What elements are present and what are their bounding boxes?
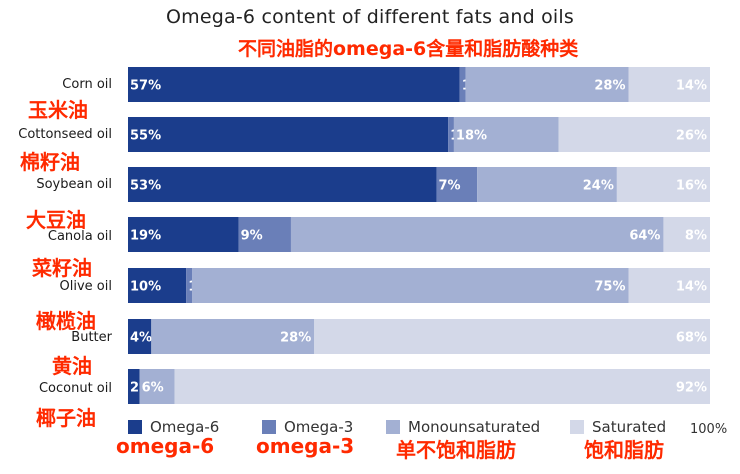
data-label-canola-oil-saturated: 8%: [685, 229, 707, 244]
bar-soybean-oil-monounsaturated: [477, 167, 617, 202]
data-label-canola-oil-monounsaturated: 64%: [629, 229, 660, 244]
data-label-olive-oil-saturated: 14%: [676, 280, 707, 295]
data-label-butter-omega-6: 4%: [130, 331, 152, 346]
cn-legend-omega6: omega-6: [116, 434, 215, 458]
data-label-olive-oil-monounsaturated: 75%: [594, 280, 625, 295]
row-label-soybean-oil: Soybean oil: [36, 177, 112, 192]
row-label-canola-oil: Canola oil: [47, 229, 112, 244]
legend-swatch-saturated: [570, 420, 584, 434]
chart-title: Omega-6 content of different fats and oi…: [166, 6, 574, 28]
cn-label-corn-oil: 玉米油: [28, 98, 88, 122]
bar-cottonseed-oil-omega-3: [448, 117, 454, 152]
bar-corn-oil-monounsaturated: [465, 67, 629, 102]
bar-cottonseed-oil-monounsaturated: [453, 117, 559, 152]
row-label-cottonseed-oil: Cottonseed oil: [18, 127, 112, 142]
cn-label-soybean-oil: 大豆油: [26, 208, 86, 232]
cn-legend-saturated: 饱和脂肪: [584, 438, 664, 462]
legend-swatch-monounsaturated: [386, 420, 400, 434]
data-label-cottonseed-oil-monounsaturated: 18%: [456, 129, 487, 144]
data-label-corn-oil-saturated: 14%: [676, 79, 707, 94]
cn-label-coconut-oil: 椰子油: [36, 406, 96, 430]
legend-swatch-omega3: [262, 420, 276, 434]
axis-end-label: 100%: [690, 422, 728, 437]
row-label-olive-oil: Olive oil: [59, 279, 112, 294]
legend-item-omega6: Omega-6: [128, 418, 219, 436]
legend-label-omega6: Omega-6: [150, 418, 220, 436]
data-label-olive-oil-omega-6: 10%: [130, 280, 161, 295]
legend-label-omega3: Omega-3: [284, 418, 354, 436]
legend-item-omega3: Omega-3: [262, 418, 353, 436]
bar-corn-oil-saturated: [628, 67, 710, 102]
bar-canola-oil-monounsaturated: [290, 217, 664, 252]
bar-corn-oil-omega-3: [459, 67, 466, 102]
row-label-coconut-oil: Coconut oil: [38, 381, 112, 396]
bar-coconut-oil-omega-6: [128, 369, 140, 404]
cn-label-cottonseed-oil: 棉籽油: [20, 150, 80, 174]
row-label-corn-oil: Corn oil: [62, 77, 112, 92]
bar-canola-oil-omega-3: [238, 217, 291, 252]
bar-cottonseed-oil-saturated: [558, 117, 710, 152]
data-label-soybean-oil-omega-6: 53%: [130, 179, 161, 194]
bar-canola-oil-saturated: [663, 217, 710, 252]
bar-olive-oil-monounsaturated: [192, 268, 629, 303]
data-label-soybean-oil-omega-3: 7%: [438, 179, 460, 194]
legend-item-monounsaturated: Monounsaturated: [386, 418, 540, 436]
bar-butter-saturated: [314, 319, 710, 354]
bar-corn-oil-omega-6: [128, 67, 460, 102]
legend-label-saturated: Saturated: [592, 418, 667, 436]
legend-swatch-omega6: [128, 420, 142, 434]
row-label-butter: Butter: [71, 330, 112, 345]
data-label-cottonseed-oil-omega-6: 55%: [130, 129, 161, 144]
bar-coconut-oil-monounsaturated: [139, 369, 175, 404]
chinese-title-annotation: 不同油脂的omega-6含量和脂肪酸种类: [238, 38, 579, 60]
cn-legend-monounsaturated: 单不饱和脂肪: [396, 438, 516, 462]
bar-cottonseed-oil-omega-6: [128, 117, 449, 152]
cn-label-canola-oil: 菜籽油: [32, 256, 92, 280]
data-label-soybean-oil-saturated: 16%: [676, 179, 707, 194]
bar-coconut-oil-saturated: [174, 369, 710, 404]
bar-soybean-oil-saturated: [616, 167, 710, 202]
data-label-coconut-oil-saturated: 92%: [676, 381, 707, 396]
bar-olive-oil-omega-6: [128, 268, 187, 303]
legend-item-saturated: Saturated: [570, 418, 666, 436]
data-label-soybean-oil-monounsaturated: 24%: [583, 179, 614, 194]
bar-soybean-oil-omega-6: [128, 167, 437, 202]
legend-label-monounsaturated: Monounsaturated: [408, 418, 541, 436]
data-label-corn-oil-monounsaturated: 28%: [594, 79, 625, 94]
bar-butter-monounsaturated: [151, 319, 315, 354]
data-label-cottonseed-oil-saturated: 26%: [676, 129, 707, 144]
data-label-canola-oil-omega-6: 19%: [130, 229, 161, 244]
data-label-coconut-oil-monounsaturated: 6%: [142, 381, 164, 396]
bar-canola-oil-omega-6: [128, 217, 239, 252]
data-label-corn-oil-omega-6: 57%: [130, 79, 161, 94]
bar-butter-omega-6: [128, 319, 152, 354]
data-label-butter-monounsaturated: 28%: [280, 331, 311, 346]
bar-olive-oil-saturated: [628, 268, 710, 303]
cn-label-olive-oil: 橄榄油: [36, 309, 96, 333]
data-label-butter-saturated: 68%: [676, 331, 707, 346]
cn-label-butter: 黄油: [52, 354, 92, 378]
bar-olive-oil-omega-3: [186, 268, 193, 303]
data-label-canola-oil-omega-3: 9%: [241, 229, 263, 244]
cn-legend-omega3: omega-3: [256, 434, 355, 458]
bar-soybean-oil-omega-3: [436, 167, 478, 202]
